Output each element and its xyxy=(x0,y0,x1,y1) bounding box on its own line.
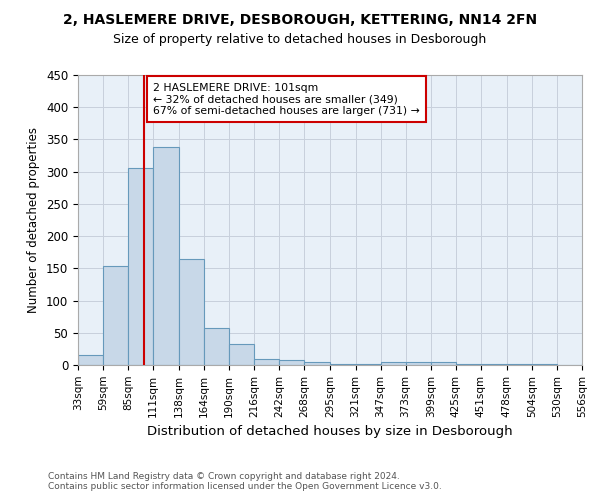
Bar xyxy=(128,168,153,365)
Bar xyxy=(456,364,481,365)
Bar xyxy=(204,328,229,365)
Bar xyxy=(406,362,431,365)
Text: Size of property relative to detached houses in Desborough: Size of property relative to detached ho… xyxy=(113,32,487,46)
Bar xyxy=(507,364,532,365)
Bar xyxy=(356,364,380,365)
Bar xyxy=(304,362,331,365)
Bar xyxy=(280,360,304,365)
Bar xyxy=(582,363,600,365)
Bar xyxy=(78,356,103,365)
Bar xyxy=(431,362,456,365)
Text: 2, HASLEMERE DRIVE, DESBOROUGH, KETTERING, NN14 2FN: 2, HASLEMERE DRIVE, DESBOROUGH, KETTERIN… xyxy=(63,12,537,26)
Bar xyxy=(179,258,204,365)
Bar xyxy=(532,364,557,365)
Bar xyxy=(380,362,406,365)
X-axis label: Distribution of detached houses by size in Desborough: Distribution of detached houses by size … xyxy=(147,425,513,438)
Text: 2 HASLEMERE DRIVE: 101sqm
← 32% of detached houses are smaller (349)
67% of semi: 2 HASLEMERE DRIVE: 101sqm ← 32% of detac… xyxy=(153,82,420,116)
Bar xyxy=(254,359,280,365)
Text: Contains HM Land Registry data © Crown copyright and database right 2024.: Contains HM Land Registry data © Crown c… xyxy=(48,472,400,481)
Y-axis label: Number of detached properties: Number of detached properties xyxy=(28,127,40,313)
Bar xyxy=(103,266,128,365)
Text: Contains public sector information licensed under the Open Government Licence v3: Contains public sector information licen… xyxy=(48,482,442,491)
Bar xyxy=(153,146,179,365)
Bar xyxy=(229,344,254,365)
Bar xyxy=(331,364,356,365)
Bar xyxy=(481,364,507,365)
